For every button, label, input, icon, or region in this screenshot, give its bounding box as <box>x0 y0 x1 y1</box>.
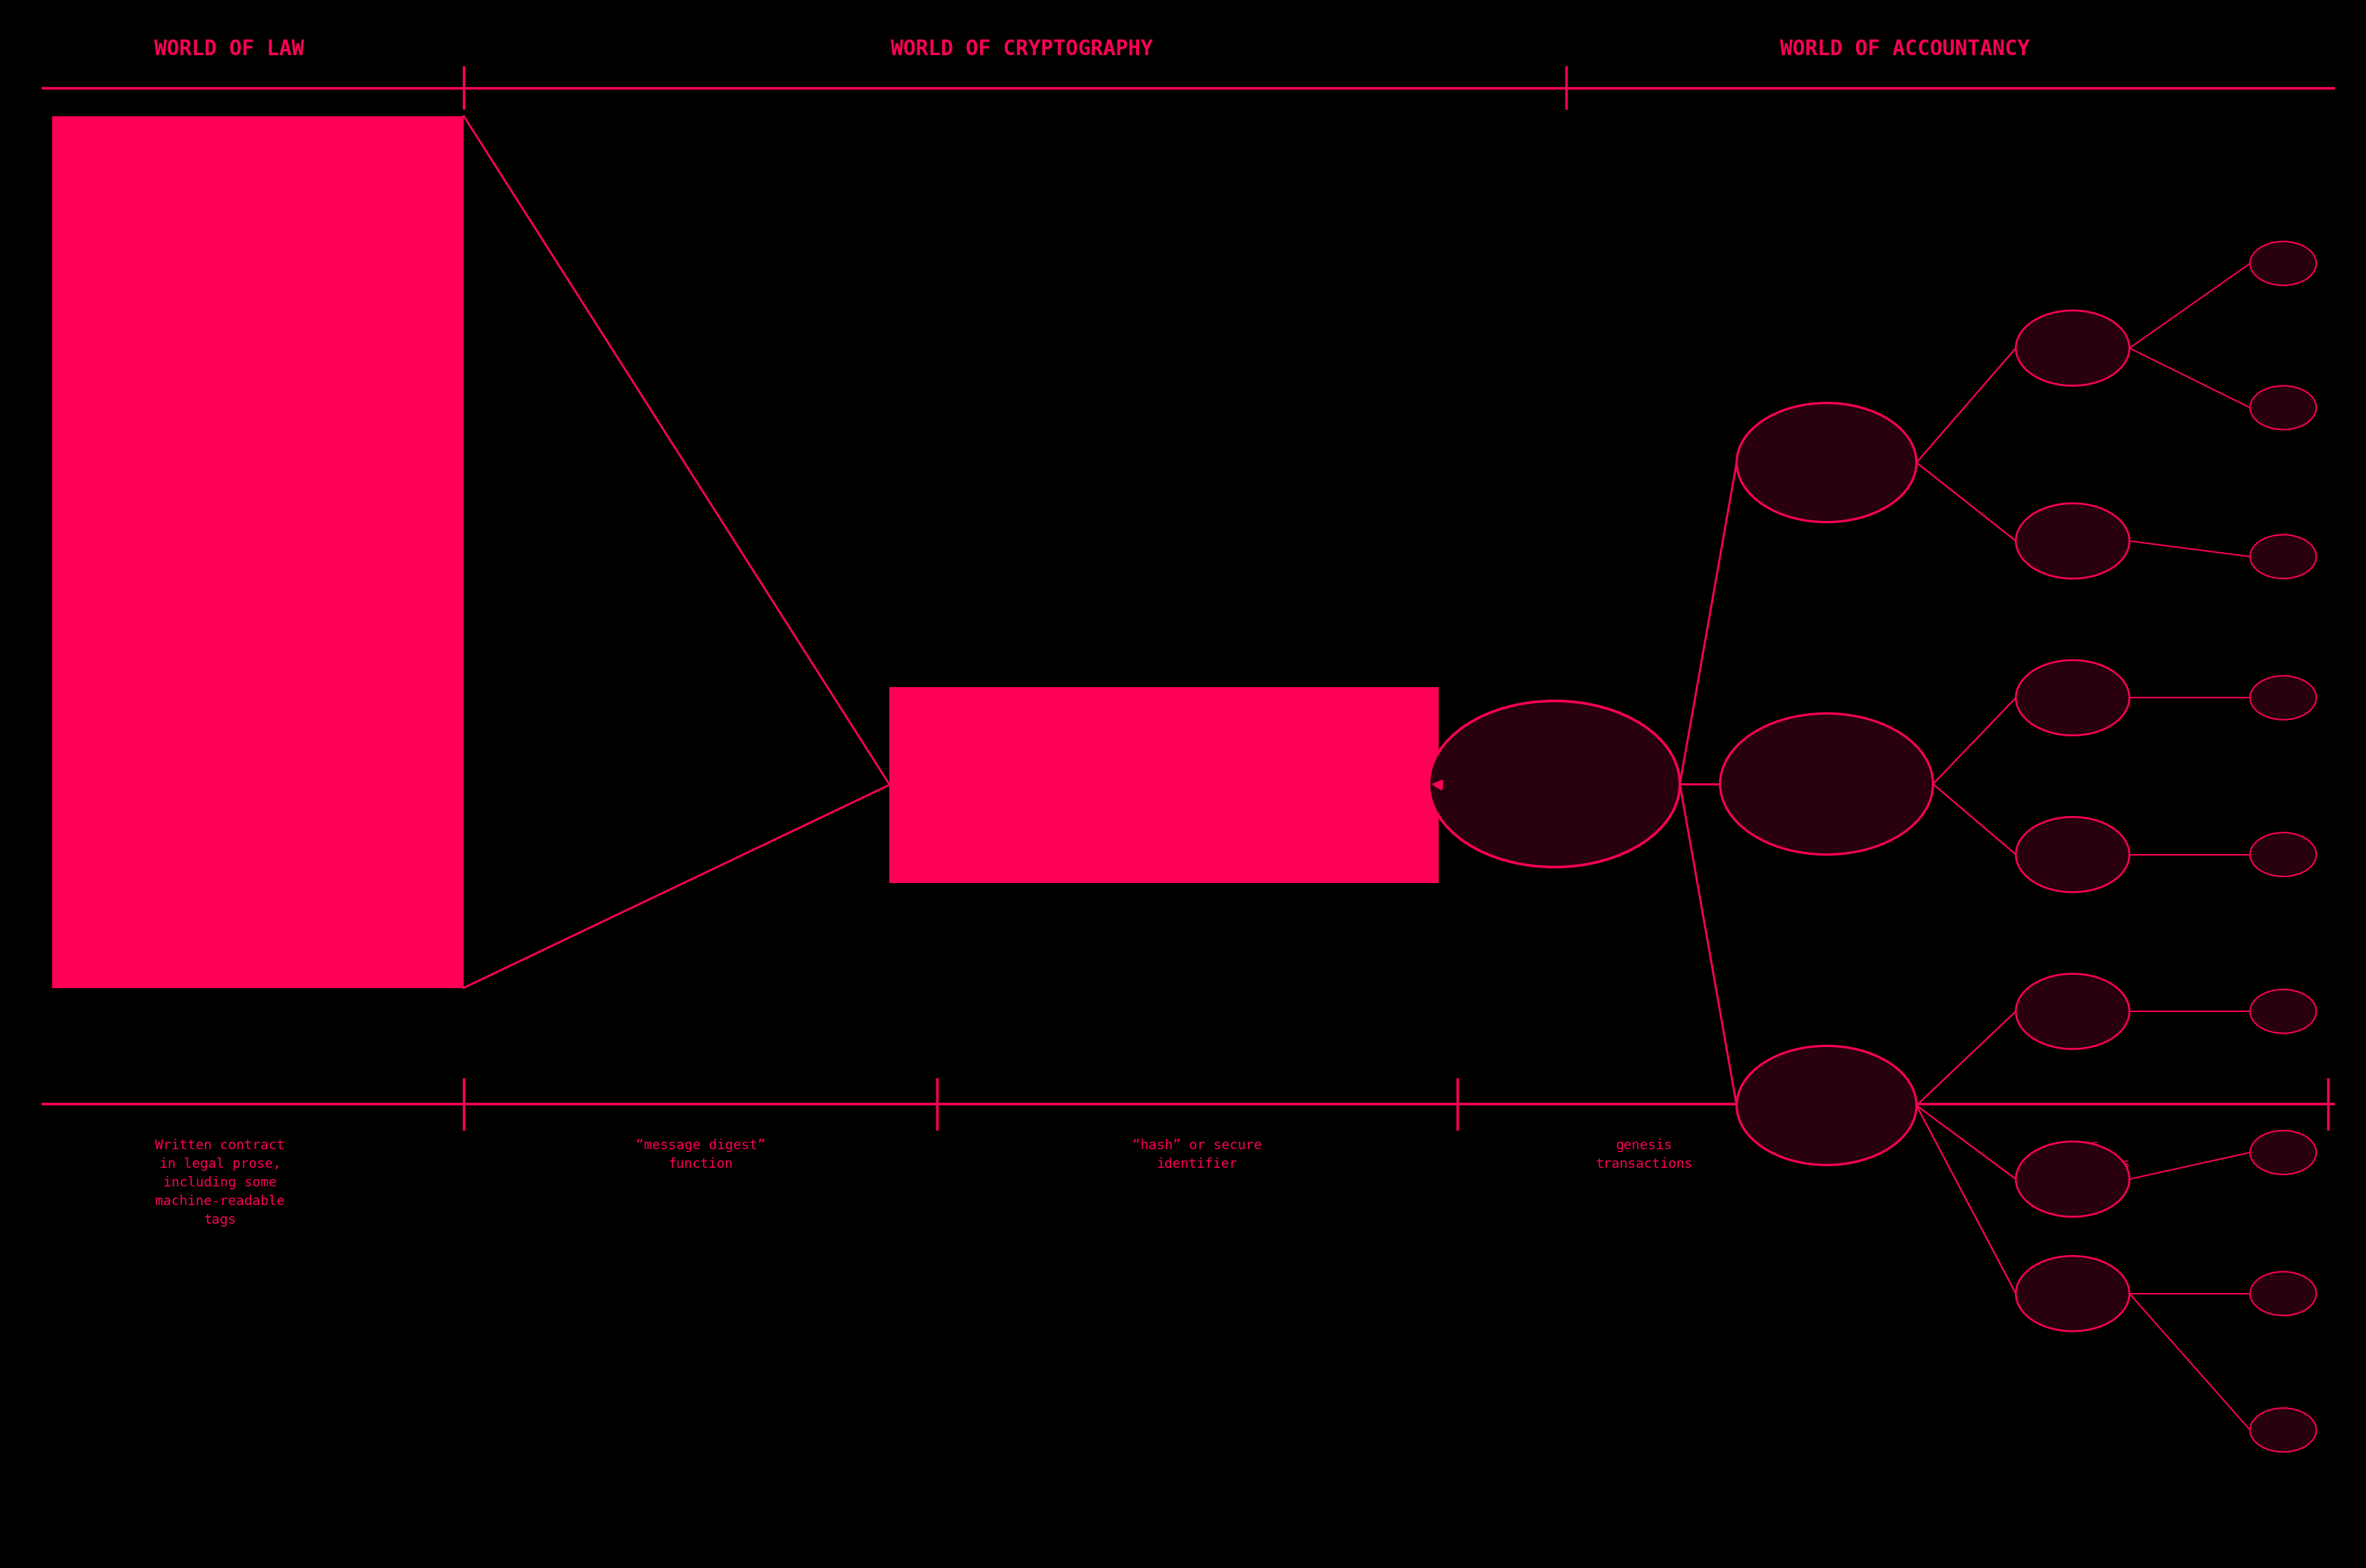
Bar <box>52 116 464 988</box>
Circle shape <box>2250 833 2316 877</box>
Circle shape <box>2250 989 2316 1033</box>
Circle shape <box>2016 817 2129 892</box>
Circle shape <box>2250 676 2316 720</box>
Circle shape <box>2250 535 2316 579</box>
Circle shape <box>1720 713 1933 855</box>
Text: WORLD OF ACCOUNTANCY: WORLD OF ACCOUNTANCY <box>1779 39 2030 60</box>
Circle shape <box>2016 310 2129 386</box>
Circle shape <box>2016 1256 2129 1331</box>
Circle shape <box>2250 1272 2316 1316</box>
Circle shape <box>2016 660 2129 735</box>
Circle shape <box>2250 1131 2316 1174</box>
Bar <box>890 687 1439 883</box>
Circle shape <box>2016 1142 2129 1217</box>
Circle shape <box>1737 1046 1916 1165</box>
Circle shape <box>2016 974 2129 1049</box>
Text: WORLD OF LAW: WORLD OF LAW <box>154 39 305 60</box>
Circle shape <box>1429 701 1680 867</box>
Text: “message digest”
function: “message digest” function <box>636 1138 764 1170</box>
Circle shape <box>2250 1408 2316 1452</box>
Circle shape <box>1737 403 1916 522</box>
Text: “hash” or secure
identifier: “hash” or secure identifier <box>1133 1138 1261 1170</box>
Text: Written contract
in legal prose,
including some
machine-readable
tags: Written contract in legal prose, includi… <box>156 1138 284 1226</box>
Text: WORLD OF CRYPTOGRAPHY: WORLD OF CRYPTOGRAPHY <box>892 39 1152 60</box>
Circle shape <box>2016 503 2129 579</box>
Text: user
transactions: user transactions <box>2032 1138 2132 1170</box>
Circle shape <box>2250 241 2316 285</box>
Text: genesis
transactions: genesis transactions <box>1595 1138 1694 1170</box>
Circle shape <box>2250 386 2316 430</box>
